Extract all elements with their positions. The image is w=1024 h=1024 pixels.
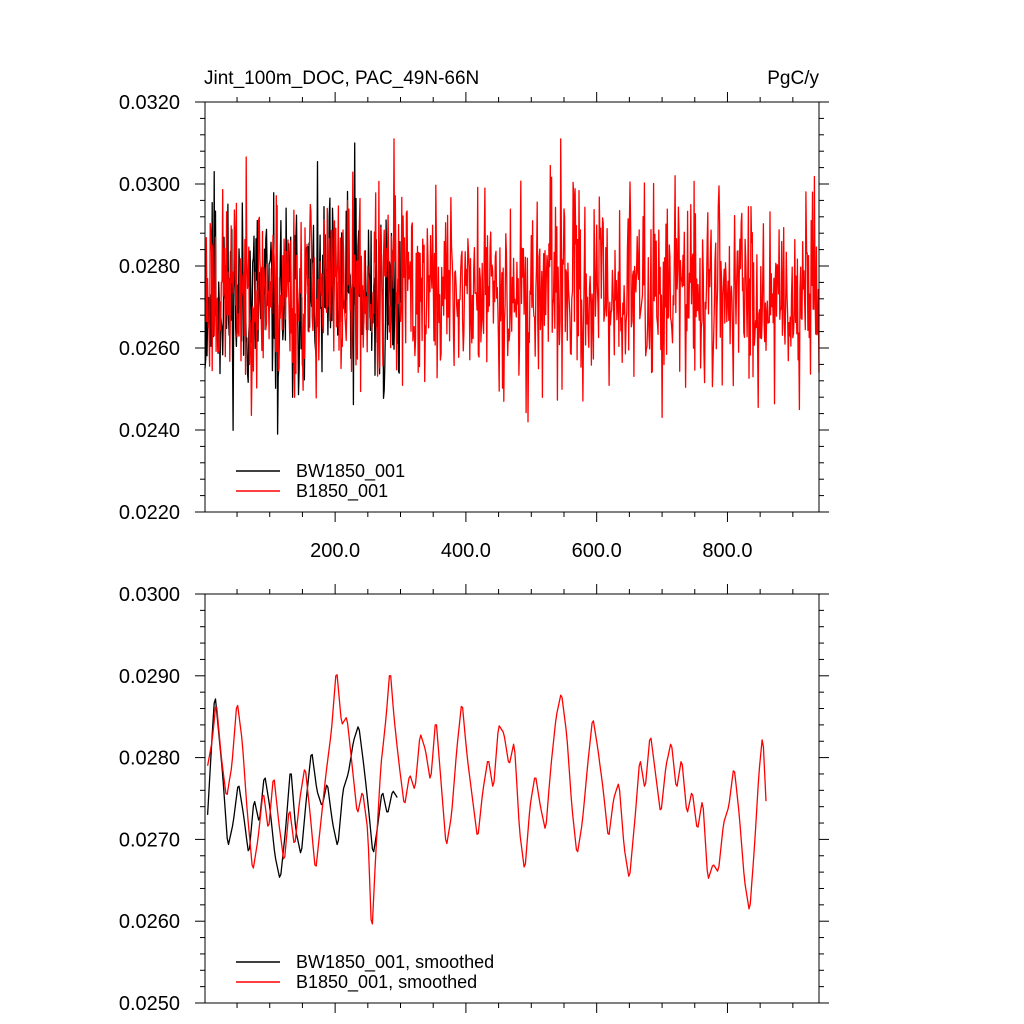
y-tick-label-0: 0.0220 [119,502,180,524]
x-tick-label-2: 600.0 [572,540,622,562]
y-tick-label-4: 0.0290 [119,666,180,688]
plot-frame [204,101,820,513]
y-tick-label-0: 0.0250 [119,993,180,1015]
smoothed-legend: BW1850_001, smoothed B1850_001, smoothed [236,952,494,993]
x-tick-label-1: 400.0 [441,540,491,562]
legend-label-bw1850: BW1850_001 [296,461,405,482]
panel-smoothed: 0.0250 0.0260 0.0270 0.0280 0.0290 0.0300 BW1… [119,584,829,1015]
legend-label-b1850-smoothed: B1850_001, smoothed [296,972,477,993]
panel-raw: 0.0220 0.0240 0.0260 0.0280 0.0300 0.0320 200… [119,68,829,562]
raw-ticks [195,92,829,522]
smoothed-series-lines [206,674,767,925]
y-tick-label-2: 0.0260 [119,338,180,360]
y-tick-label-2: 0.0270 [119,829,180,851]
legend-label-b1850: B1850_001 [296,481,388,502]
raw-series-lines [204,138,820,435]
series-line-1 [206,674,767,925]
y-tick-label-3: 0.0280 [119,748,180,770]
raw-legend: BW1850_001 B1850_001 [236,461,405,502]
units-label: PgC/y [767,68,819,89]
smoothed-y-tick-labels: 0.0250 0.0260 0.0270 0.0280 0.0290 0.0300 [119,584,180,1015]
plot-frame [204,593,820,1004]
series-line-0 [206,698,398,878]
x-tick-label-0: 200.0 [310,540,360,562]
series-line-1 [204,138,820,423]
smoothed-ticks [195,584,829,1013]
chart-title: Jint_100m_DOC, PAC_49N-66N [204,68,479,89]
x-tick-label-3: 800.0 [702,540,752,562]
raw-y-tick-labels: 0.0220 0.0240 0.0260 0.0280 0.0300 0.0320 [119,92,180,524]
y-tick-label-4: 0.0300 [119,174,180,196]
y-tick-label-5: 0.0320 [119,92,180,114]
y-tick-label-1: 0.0240 [119,420,180,442]
legend-label-bw1850-smoothed: BW1850_001, smoothed [296,952,494,973]
y-tick-label-5: 0.0300 [119,584,180,606]
y-tick-label-3: 0.0280 [119,256,180,278]
y-tick-label-1: 0.0260 [119,911,180,933]
raw-x-tick-labels: 200.0 400.0 600.0 800.0 [310,540,752,562]
